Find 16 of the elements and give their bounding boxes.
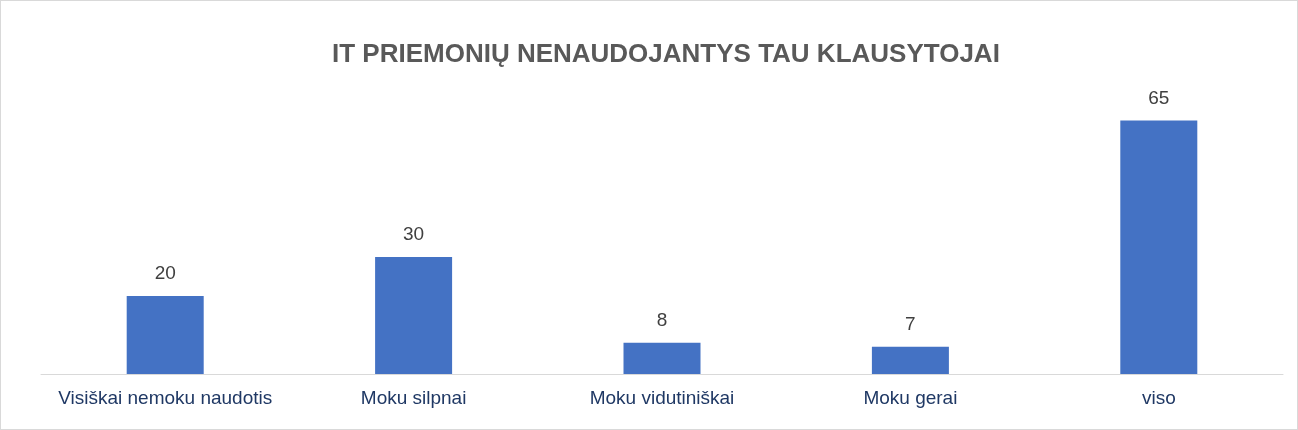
x-tick-label: Moku vidutiniškai [589,387,735,408]
data-label: 20 [154,262,176,283]
chart-title: IT PRIEMONIŲ NENAUDOJANTYS TAU KLAUSYTOJAI [332,38,1000,68]
bar [871,346,949,374]
data-label: 7 [905,312,916,334]
data-label: 65 [1148,86,1170,108]
bar [126,296,204,374]
x-tick-label: viso [1141,387,1176,408]
bar [623,342,701,374]
data-label: 30 [403,223,425,244]
bar [375,257,453,374]
x-tick-label: Moku gerai [863,387,958,408]
bar [1120,120,1198,374]
x-tick-label: Moku silpnai [360,387,467,408]
x-tick-label: Visiškai nemoku naudotis [58,387,273,408]
data-label: 8 [656,308,668,330]
